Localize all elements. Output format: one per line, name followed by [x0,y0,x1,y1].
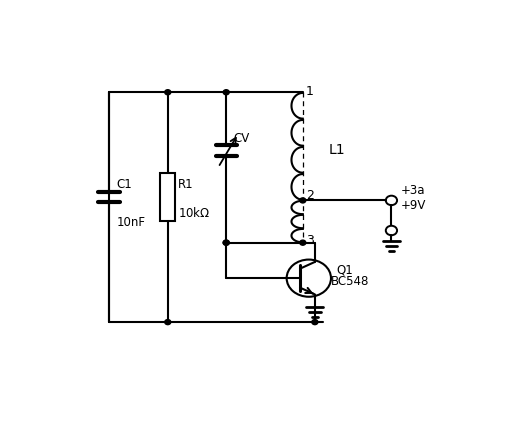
Text: 10k$\Omega$: 10k$\Omega$ [178,205,210,219]
Text: 1: 1 [306,85,314,98]
Text: R1: R1 [178,177,193,191]
Circle shape [223,91,229,95]
Text: CV: CV [233,132,250,145]
Text: +3a: +3a [400,184,425,197]
Text: 10nF: 10nF [116,215,146,228]
Text: BC548: BC548 [331,275,369,288]
Circle shape [165,91,171,95]
Text: +9V: +9V [400,198,426,212]
Text: Q1: Q1 [336,262,353,276]
Circle shape [312,320,318,325]
Circle shape [300,240,306,246]
Circle shape [300,198,306,204]
Bar [160,174,175,221]
Text: 3: 3 [306,234,314,247]
Text: 2: 2 [306,188,314,201]
Circle shape [223,240,229,246]
Circle shape [223,240,229,246]
Text: L1: L1 [329,143,346,157]
Text: C1: C1 [116,177,132,190]
Circle shape [165,320,171,325]
